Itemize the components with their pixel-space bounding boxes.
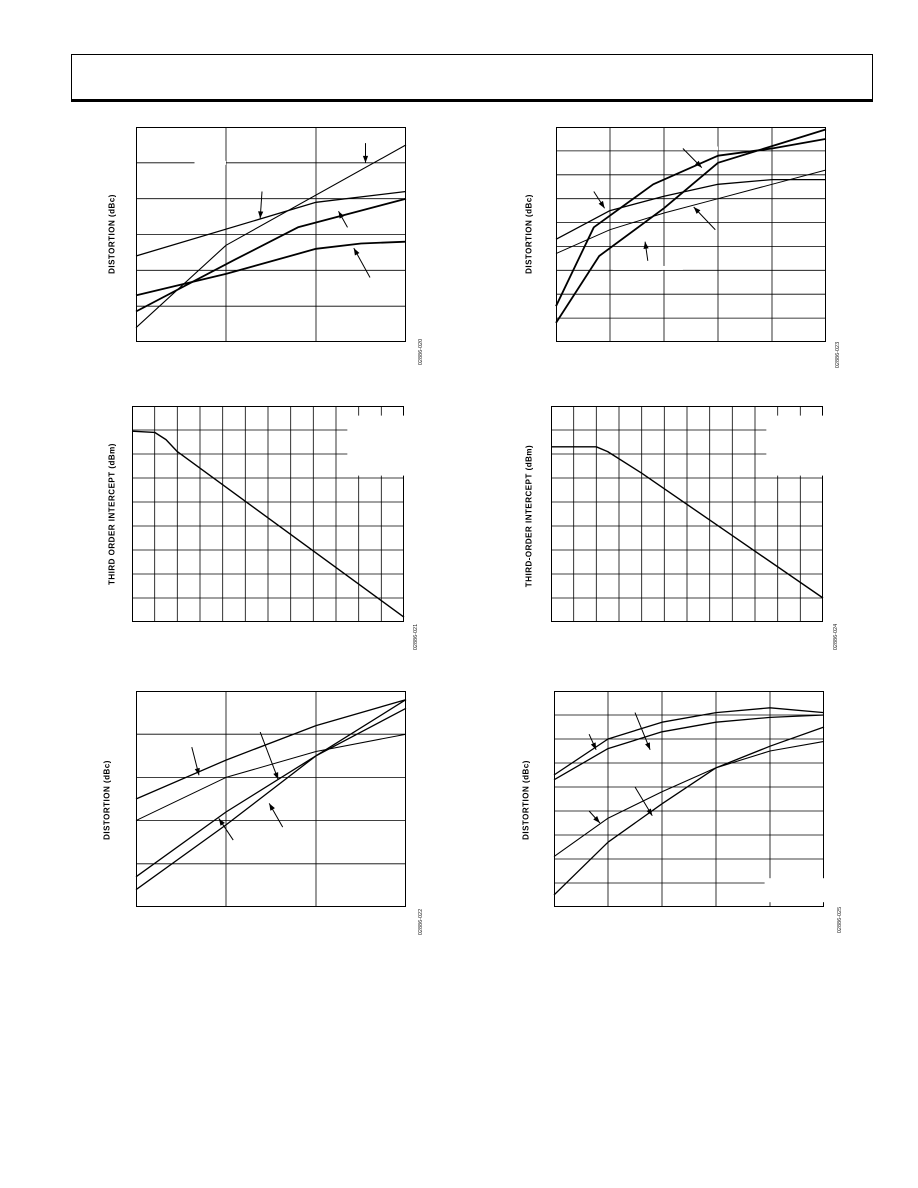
figure-id: 02886-022	[418, 908, 424, 936]
chart-svg	[131, 406, 405, 622]
label-mask	[612, 265, 683, 270]
series-line-3	[135, 707, 407, 878]
callout-arrow-head	[593, 816, 600, 823]
callout-arrow-head	[590, 742, 597, 750]
callout-arrow-head	[695, 160, 702, 168]
series-line-2	[135, 197, 407, 313]
series-line-4	[135, 240, 407, 297]
callout-arrow-head	[646, 808, 653, 816]
distortion-chart-4	[553, 691, 825, 907]
callout-arrow-line	[259, 731, 279, 780]
callout-arrow-head	[693, 207, 701, 214]
page-header-box	[71, 54, 873, 102]
label-mask	[347, 415, 404, 476]
chart-svg	[551, 406, 824, 622]
intercept-chart-2	[551, 406, 824, 622]
y-axis-label: DISTORTION (dBc)	[102, 760, 112, 840]
series-line-1	[131, 430, 405, 618]
series-line-3	[135, 190, 407, 257]
series-line-4	[553, 726, 825, 896]
series-line-1	[553, 707, 825, 776]
callout-arrow-head	[643, 241, 649, 249]
callout-arrow-head	[258, 211, 264, 219]
distortion-chart-2	[555, 127, 827, 342]
label-mask	[194, 160, 226, 165]
label-mask	[707, 146, 718, 151]
chart-svg	[135, 127, 407, 342]
callout-arrow-head	[218, 818, 225, 826]
series-line-4	[555, 169, 827, 255]
figure-id: 02886-025	[837, 906, 843, 934]
y-axis-label: THIRD-ORDER INTERCEPT (dBm)	[524, 444, 534, 588]
y-axis-label: DISTORTION (dBc)	[107, 194, 117, 274]
chart-svg	[553, 691, 825, 907]
figure-id: 02886-023	[835, 341, 841, 369]
callout-arrow-head	[353, 248, 360, 256]
intercept-chart-1	[131, 406, 405, 622]
callout-arrow-head	[273, 772, 279, 780]
y-axis-label: DISTORTION (dBc)	[521, 760, 531, 840]
callout-arrow-head	[598, 200, 605, 209]
y-axis-label: THIRD ORDER INTERCEPT (dBm)	[107, 443, 117, 585]
figure-id: 02886-020	[418, 338, 424, 366]
series-line-2	[555, 128, 827, 324]
callout-arrow-head	[269, 803, 275, 811]
callout-arrow-head	[338, 211, 345, 219]
chart-svg	[555, 127, 827, 342]
figure-id: 02886-024	[833, 623, 839, 651]
y-axis-label: DISTORTION (dBc)	[524, 194, 534, 274]
series-line-2	[135, 733, 407, 822]
series-line-2	[553, 714, 825, 781]
series-line-1	[135, 698, 407, 800]
callout-arrow-head	[194, 767, 200, 776]
series-line-1	[135, 144, 407, 329]
label-mask	[766, 415, 823, 476]
figure-id: 02886-021	[413, 623, 419, 651]
distortion-chart-1	[135, 127, 407, 342]
series-line-3	[553, 740, 825, 858]
series-line-1	[555, 138, 827, 307]
chart-svg	[135, 691, 407, 907]
series-line-4	[135, 699, 407, 891]
label-mask	[764, 878, 824, 903]
callout-arrow-head	[362, 155, 369, 163]
callout-arrow-head	[645, 742, 651, 750]
series-line-3	[555, 178, 826, 240]
label-mask	[612, 146, 648, 151]
distortion-chart-3	[135, 691, 407, 907]
series-line-1	[551, 446, 824, 599]
